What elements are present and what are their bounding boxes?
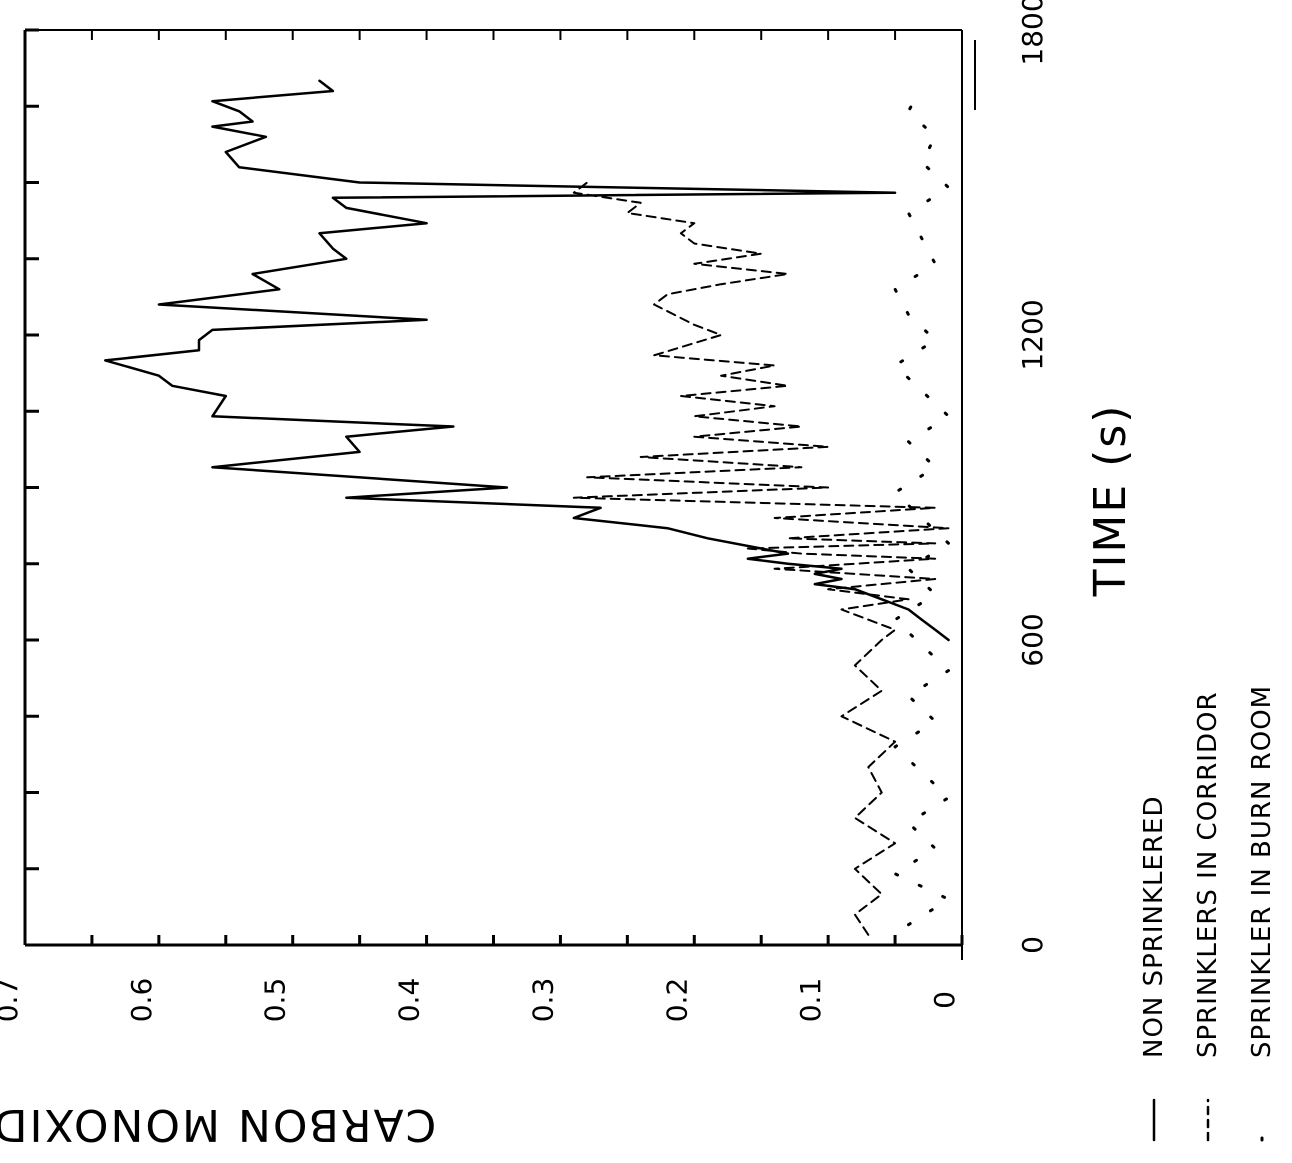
legend-label-2: SPRINKLERS IN CORRIDOR [1193, 691, 1223, 1058]
x-tick-label: 600 [1016, 613, 1049, 666]
chart-axes [23, 29, 976, 960]
x-tick-label: 1800 [1016, 0, 1049, 66]
y-tick-label: 0.5 [259, 978, 292, 1023]
y-tick-label: 0.2 [660, 978, 693, 1023]
chart-series-group [104, 79, 951, 936]
y-tick-label: 0.4 [393, 978, 426, 1023]
series-line-2 [572, 181, 950, 936]
y-tick-label: 0.1 [794, 978, 827, 1023]
y-tick-label: 0 [928, 991, 961, 1009]
legend: NON SPRINKLERED SPRINKLERS IN CORRIDOR SPR… [1139, 685, 1277, 1142]
y-axis-title: CARBON MONOXIDE (%) [0, 1099, 436, 1150]
x-tick-label: 0 [1016, 936, 1049, 954]
legend-label-3: SPRINKLER IN BURN ROOM [1247, 685, 1277, 1058]
legend-label-1: NON SPRINKLERED [1139, 796, 1169, 1058]
x-axis-title: TIME (s) [1085, 404, 1136, 598]
chart-ticks: 0 600 1200 1800 0 0.1 0.2 0.3 0.4 0.5 0.6 0.7 [0, 0, 1049, 1022]
y-tick-label: 0.7 [0, 978, 24, 1023]
x-tick-label: 1200 [1016, 299, 1049, 370]
y-tick-label: 0.3 [526, 978, 559, 1023]
series-line-3 [893, 84, 951, 927]
y-tick-label: 0.6 [125, 978, 158, 1023]
series-line-1 [104, 79, 950, 642]
